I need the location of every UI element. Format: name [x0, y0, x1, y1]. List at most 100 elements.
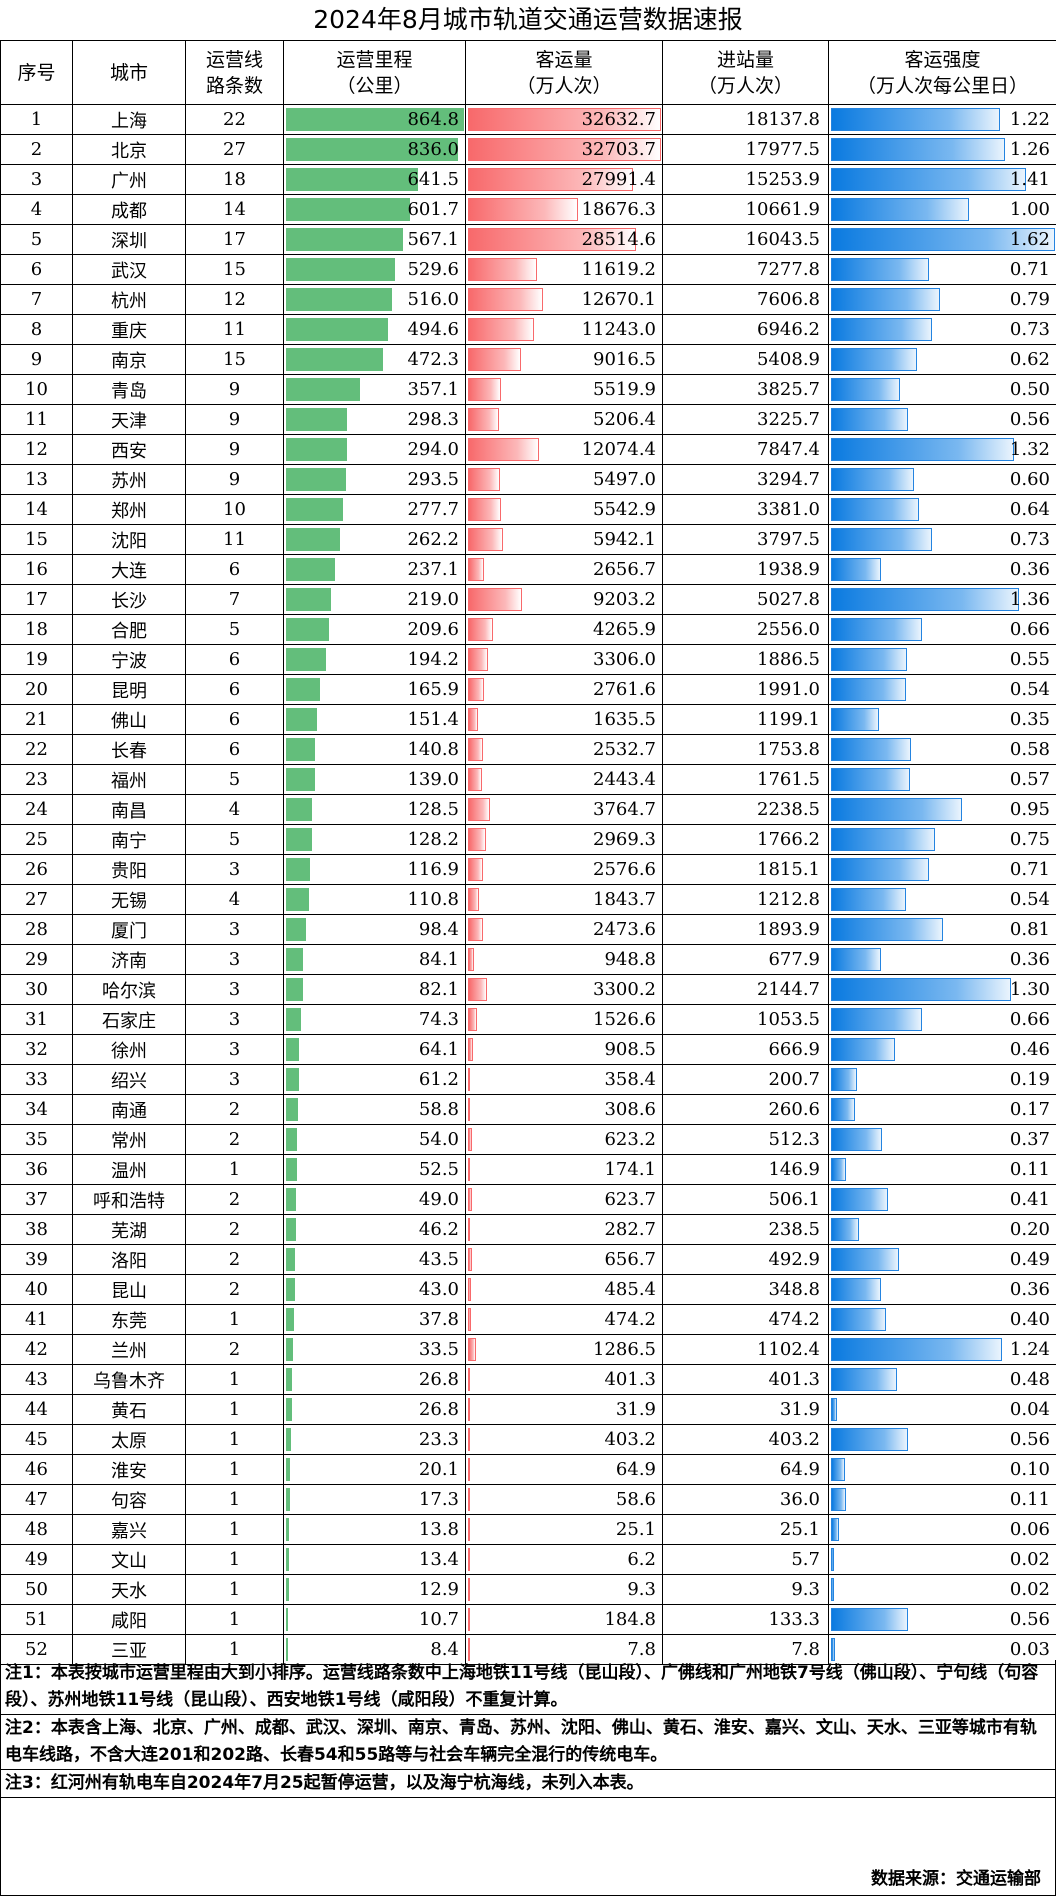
cell-index: 33	[0, 1064, 73, 1095]
header-entries: 进站量 （万人次）	[662, 40, 829, 105]
cell-length: 98.4	[283, 914, 466, 945]
cell-passengers-value: 11619.2	[581, 259, 656, 280]
cell-city: 北京	[72, 134, 186, 165]
cell-entries: 512.3	[662, 1124, 829, 1155]
cell-intensity: 1.22	[828, 104, 1056, 135]
table-row: 30 哈尔滨 3 82.1 3300.2 2144.7 1.30	[0, 974, 1056, 1005]
cell-lines: 18	[185, 164, 284, 195]
cell-passengers-bar	[468, 468, 500, 491]
cell-lines: 5	[185, 824, 284, 855]
cell-city: 乌鲁木齐	[72, 1364, 186, 1395]
cell-passengers-bar	[468, 1458, 470, 1481]
cell-intensity-value: 0.48	[1009, 1369, 1050, 1390]
cell-index: 8	[0, 314, 73, 345]
cell-intensity-bar	[831, 708, 879, 731]
cell-lines: 9	[185, 404, 284, 435]
cell-lines: 22	[185, 104, 284, 135]
cell-entries: 238.5	[662, 1214, 829, 1245]
cell-length-bar	[286, 528, 340, 551]
cell-intensity-value: 1.30	[1009, 979, 1050, 1000]
cell-index: 37	[0, 1184, 73, 1215]
cell-lines: 1	[185, 1454, 284, 1485]
cell-intensity: 0.71	[828, 254, 1056, 285]
cell-passengers-value: 1843.7	[593, 889, 656, 910]
cell-length-value: 165.9	[407, 679, 459, 700]
table-row: 29 济南 3 84.1 948.8 677.9 0.36	[0, 944, 1056, 975]
cell-passengers-bar	[468, 798, 490, 821]
cell-passengers-bar	[468, 1008, 477, 1031]
cell-passengers-value: 7.8	[627, 1639, 656, 1660]
cell-intensity-bar	[831, 858, 929, 881]
cell-passengers-bar	[468, 168, 633, 191]
cell-intensity-value: 0.58	[1009, 739, 1050, 760]
cell-city: 芜湖	[72, 1214, 186, 1245]
cell-passengers: 3764.7	[465, 794, 663, 825]
cell-lines: 6	[185, 674, 284, 705]
cell-length: 43.5	[283, 1244, 466, 1275]
cell-passengers-value: 25.1	[615, 1519, 656, 1540]
cell-entries: 18137.8	[662, 104, 829, 135]
header-length: 运营里程 （公里）	[283, 40, 466, 105]
cell-passengers-bar	[468, 1518, 470, 1541]
cell-entries: 1938.9	[662, 554, 829, 585]
cell-intensity-value: 0.79	[1009, 289, 1050, 310]
table-row: 45 太原 1 23.3 403.2 403.2 0.56	[0, 1424, 1056, 1455]
cell-index: 22	[0, 734, 73, 765]
cell-passengers-bar	[468, 618, 493, 641]
cell-intensity-value: 0.73	[1009, 529, 1050, 550]
cell-lines: 3	[185, 944, 284, 975]
cell-passengers-bar	[468, 1398, 470, 1421]
cell-passengers-bar	[468, 1218, 470, 1241]
cell-intensity: 0.48	[828, 1364, 1056, 1395]
cell-intensity: 0.11	[828, 1154, 1056, 1185]
table-row: 37 呼和浩特 2 49.0 623.7 506.1 0.41	[0, 1184, 1056, 1215]
cell-intensity-bar	[831, 438, 1014, 461]
cell-intensity-value: 0.49	[1009, 1249, 1050, 1270]
cell-intensity-bar	[831, 948, 881, 971]
cell-length-bar	[286, 348, 383, 371]
cell-index: 44	[0, 1394, 73, 1425]
cell-passengers-value: 174.1	[604, 1159, 656, 1180]
cell-length-value: 74.3	[418, 1009, 459, 1030]
cell-passengers-value: 3300.2	[593, 979, 656, 1000]
table-row: 18 合肥 5 209.6 4265.9 2556.0 0.66	[0, 614, 1056, 645]
cell-passengers-value: 2576.6	[593, 859, 656, 880]
cell-entries: 1991.0	[662, 674, 829, 705]
cell-index: 25	[0, 824, 73, 855]
table-row: 42 兰州 2 33.5 1286.5 1102.4 1.24	[0, 1334, 1056, 1365]
cell-length: 298.3	[283, 404, 466, 435]
cell-city: 济南	[72, 944, 186, 975]
cell-intensity-value: 0.02	[1009, 1579, 1050, 1600]
cell-length-bar	[286, 1128, 297, 1151]
cell-length: 357.1	[283, 374, 466, 405]
cell-intensity-value: 1.24	[1009, 1339, 1050, 1360]
cell-length-value: 52.5	[418, 1159, 459, 1180]
cell-intensity: 0.54	[828, 674, 1056, 705]
header-row: 序号 城市 运营线 路条数 运营里程 （公里） 客运量 （万人次） 进站量 （万人次） …	[0, 40, 1056, 105]
cell-index: 6	[0, 254, 73, 285]
table-row: 14 郑州 10 277.7 5542.9 3381.0 0.64	[0, 494, 1056, 525]
cell-city: 昆山	[72, 1274, 186, 1305]
cell-intensity-value: 1.22	[1009, 109, 1050, 130]
cell-lines: 6	[185, 704, 284, 735]
cell-passengers-bar	[468, 378, 501, 401]
cell-city: 太原	[72, 1424, 186, 1455]
cell-passengers-value: 403.2	[604, 1429, 656, 1450]
cell-length: 151.4	[283, 704, 466, 735]
cell-passengers-value: 656.7	[604, 1249, 656, 1270]
cell-length-bar	[286, 1458, 290, 1481]
cell-city: 西安	[72, 434, 186, 465]
note-2: 注2：本表含上海、北京、广州、成都、武汉、深圳、南京、青岛、苏州、沈阳、佛山、黄…	[1, 1715, 1055, 1770]
cell-lines: 1	[185, 1394, 284, 1425]
table-row: 10 青岛 9 357.1 5519.9 3825.7 0.50	[0, 374, 1056, 405]
cell-passengers-bar	[468, 1248, 472, 1271]
cell-entries: 10661.9	[662, 194, 829, 225]
cell-passengers-bar	[468, 1428, 470, 1451]
cell-intensity-bar	[831, 228, 1055, 251]
cell-city: 杭州	[72, 284, 186, 315]
cell-passengers: 12074.4	[465, 434, 663, 465]
cell-intensity-bar	[831, 1398, 837, 1421]
cell-length-value: 494.6	[407, 319, 459, 340]
cell-entries: 64.9	[662, 1454, 829, 1485]
cell-intensity: 0.50	[828, 374, 1056, 405]
